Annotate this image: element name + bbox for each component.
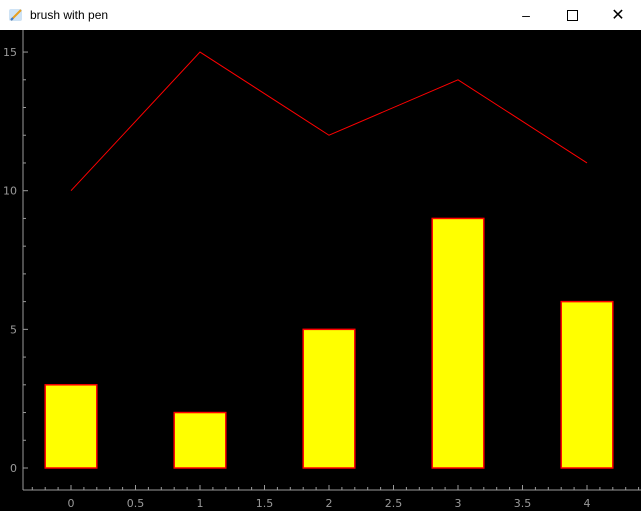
bar bbox=[44, 384, 98, 469]
close-icon: ✕ bbox=[611, 7, 625, 24]
x-tick-label: 2 bbox=[326, 497, 333, 510]
x-tick-label: 3 bbox=[455, 497, 462, 510]
x-tick-label: 1 bbox=[197, 497, 204, 510]
line-series bbox=[70, 51, 588, 192]
maximize-button[interactable] bbox=[549, 0, 595, 30]
y-tick-label: 15 bbox=[3, 46, 17, 59]
bar bbox=[302, 328, 356, 469]
x-tick-label: 1.5 bbox=[256, 497, 274, 510]
x-tick-label: 3.5 bbox=[514, 497, 532, 510]
x-tick-label: 4 bbox=[584, 497, 591, 510]
x-tick-label: 2.5 bbox=[385, 497, 403, 510]
title-bar: brush with pen – ✕ bbox=[0, 0, 641, 30]
bar bbox=[431, 217, 485, 469]
bar bbox=[173, 411, 227, 469]
bar bbox=[560, 300, 614, 469]
maximize-icon bbox=[566, 9, 578, 21]
y-tick-label: 5 bbox=[10, 323, 17, 336]
x-tick-label: 0 bbox=[68, 497, 75, 510]
minimize-icon: – bbox=[522, 7, 530, 23]
x-tick-label: 0.5 bbox=[127, 497, 145, 510]
y-tick-label: 10 bbox=[3, 185, 17, 198]
close-button[interactable]: ✕ bbox=[595, 0, 641, 30]
window-title: brush with pen bbox=[30, 8, 109, 22]
pen-brush-icon bbox=[9, 9, 22, 21]
minimize-button[interactable]: – bbox=[503, 0, 549, 30]
y-tick-label: 0 bbox=[10, 462, 17, 475]
plot-area[interactable]: 0 0.5 1 1.5 2 2.5 3 3.5 4 0 5 10 15 bbox=[0, 30, 641, 511]
